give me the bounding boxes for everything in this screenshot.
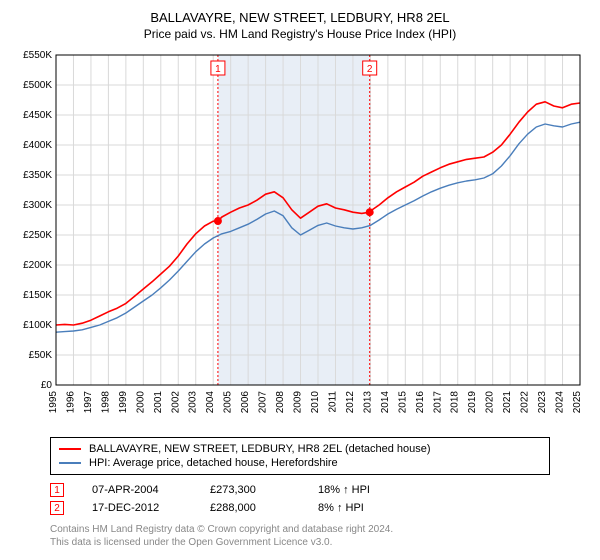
svg-text:2003: 2003 xyxy=(188,391,199,414)
svg-text:2017: 2017 xyxy=(432,391,443,414)
svg-text:£550K: £550K xyxy=(23,50,52,61)
legend-label: HPI: Average price, detached house, Here… xyxy=(89,457,338,469)
svg-text:£500K: £500K xyxy=(23,80,52,91)
svg-text:2022: 2022 xyxy=(520,391,531,414)
svg-text:2020: 2020 xyxy=(485,391,496,414)
svg-text:2010: 2010 xyxy=(310,391,321,414)
legend-label: BALLAVAYRE, NEW STREET, LEDBURY, HR8 2EL… xyxy=(89,443,431,455)
svg-text:1996: 1996 xyxy=(65,391,76,414)
svg-text:2023: 2023 xyxy=(537,391,548,414)
footer-attribution: Contains HM Land Registry data © Crown c… xyxy=(50,523,550,549)
svg-text:2006: 2006 xyxy=(240,391,251,414)
footer-line-2: This data is licensed under the Open Gov… xyxy=(50,536,550,549)
svg-text:2000: 2000 xyxy=(135,391,146,414)
svg-text:1999: 1999 xyxy=(118,391,129,414)
chart-subtitle: Price paid vs. HM Land Registry's House … xyxy=(10,27,590,41)
legend-item: HPI: Average price, detached house, Here… xyxy=(59,456,541,470)
svg-text:2007: 2007 xyxy=(258,391,269,414)
sale-marker: 2 xyxy=(50,501,64,515)
svg-text:£100K: £100K xyxy=(23,320,52,331)
svg-text:£400K: £400K xyxy=(23,140,52,151)
svg-text:2021: 2021 xyxy=(502,391,513,414)
svg-text:2: 2 xyxy=(367,64,373,75)
sale-marker: 1 xyxy=(50,483,64,497)
svg-text:£300K: £300K xyxy=(23,200,52,211)
svg-text:2009: 2009 xyxy=(293,391,304,414)
legend-swatch xyxy=(59,462,81,464)
sale-diff: 8% ↑ HPI xyxy=(318,502,408,514)
svg-text:2005: 2005 xyxy=(223,391,234,414)
svg-text:£350K: £350K xyxy=(23,170,52,181)
svg-text:1995: 1995 xyxy=(48,391,59,414)
svg-text:2016: 2016 xyxy=(415,391,426,414)
svg-text:2014: 2014 xyxy=(380,391,391,414)
svg-text:2012: 2012 xyxy=(345,391,356,414)
chart-area: £0 £50K £100K £150K £200K £250K £300K £350K £400… xyxy=(10,49,590,429)
sale-price: £273,300 xyxy=(210,484,290,496)
svg-text:£50K: £50K xyxy=(29,350,53,361)
svg-text:2025: 2025 xyxy=(572,391,583,414)
line-chart-svg: £0 £50K £100K £150K £200K £250K £300K £350K £400… xyxy=(10,49,590,429)
legend: BALLAVAYRE, NEW STREET, LEDBURY, HR8 2EL… xyxy=(50,437,550,475)
svg-text:£0: £0 xyxy=(41,380,53,391)
svg-text:2019: 2019 xyxy=(467,391,478,414)
svg-text:1997: 1997 xyxy=(83,391,94,414)
svg-text:2018: 2018 xyxy=(450,391,461,414)
svg-text:1998: 1998 xyxy=(100,391,111,414)
svg-text:1: 1 xyxy=(215,64,221,75)
svg-text:2024: 2024 xyxy=(555,391,566,414)
svg-text:£250K: £250K xyxy=(23,230,52,241)
svg-text:2011: 2011 xyxy=(327,391,338,413)
svg-text:£150K: £150K xyxy=(23,290,52,301)
sale-price: £288,000 xyxy=(210,502,290,514)
svg-text:2013: 2013 xyxy=(362,391,373,414)
sale-date: 07-APR-2004 xyxy=(92,484,182,496)
svg-text:2008: 2008 xyxy=(275,391,286,414)
sale-row: 1 07-APR-2004 £273,300 18% ↑ HPI xyxy=(50,481,550,499)
svg-text:2015: 2015 xyxy=(397,391,408,414)
legend-item: BALLAVAYRE, NEW STREET, LEDBURY, HR8 2EL… xyxy=(59,442,541,456)
chart-title: BALLAVAYRE, NEW STREET, LEDBURY, HR8 2EL xyxy=(10,10,590,25)
sale-diff: 18% ↑ HPI xyxy=(318,484,408,496)
sale-row: 2 17-DEC-2012 £288,000 8% ↑ HPI xyxy=(50,499,550,517)
sale-date: 17-DEC-2012 xyxy=(92,502,182,514)
footer-line-1: Contains HM Land Registry data © Crown c… xyxy=(50,523,550,536)
svg-text:£200K: £200K xyxy=(23,260,52,271)
legend-swatch xyxy=(59,448,81,450)
sales-table: 1 07-APR-2004 £273,300 18% ↑ HPI 2 17-DEC-201… xyxy=(50,481,550,517)
svg-text:2002: 2002 xyxy=(170,391,181,414)
svg-text:2001: 2001 xyxy=(153,391,164,414)
svg-text:2004: 2004 xyxy=(205,391,216,414)
svg-text:£450K: £450K xyxy=(23,110,52,121)
